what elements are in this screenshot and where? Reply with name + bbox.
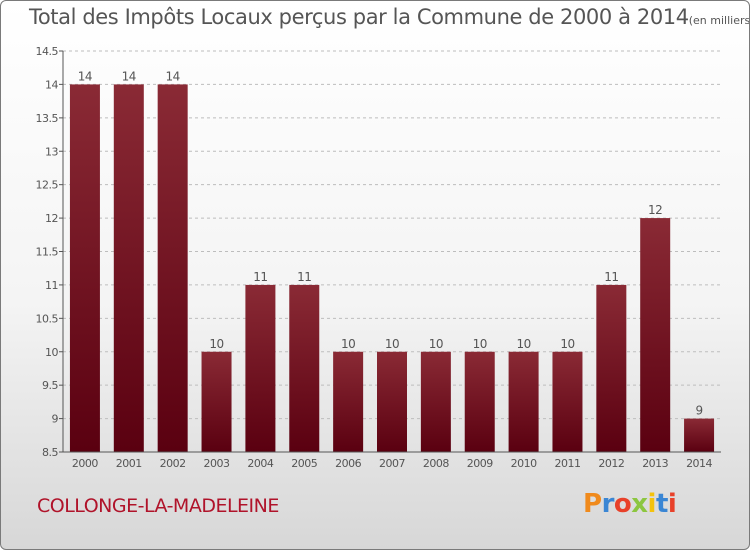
- x-tick-label: 2013: [642, 457, 668, 470]
- bar: [684, 418, 715, 452]
- bar: [596, 284, 627, 452]
- chart-title-row: Total des Impôts Locaux perçus par la Co…: [29, 5, 750, 29]
- bar: [113, 84, 144, 453]
- logo-letter: i: [667, 489, 677, 519]
- commune-name: COLLONGE-LA-MADELEINE: [37, 495, 279, 517]
- x-tick-label: 2010: [511, 457, 537, 470]
- data-label: 9: [695, 404, 702, 418]
- x-tick-label: 2003: [204, 457, 230, 470]
- y-tick-label: 12.5: [36, 179, 59, 192]
- data-label: 11: [297, 270, 311, 284]
- bar: [508, 351, 539, 452]
- x-tick-label: 2014: [686, 457, 712, 470]
- x-tick-label: 2000: [72, 457, 98, 470]
- data-label: 10: [560, 337, 574, 351]
- data-label: 10: [429, 337, 443, 351]
- data-label: 12: [648, 203, 662, 217]
- chart-title: Total des Impôts Locaux perçus par la Co…: [29, 5, 689, 29]
- logo-letter: o: [613, 489, 632, 519]
- bar: [552, 351, 583, 452]
- y-tick-label: 14.5: [36, 45, 59, 58]
- bar: [420, 351, 451, 452]
- x-tick-label: 2004: [247, 457, 273, 470]
- y-tick-label: 13: [45, 145, 58, 158]
- x-tick-label: 2002: [160, 457, 186, 470]
- y-tick-label: 9.5: [42, 379, 58, 392]
- data-label: 14: [122, 69, 136, 83]
- bar: [201, 351, 232, 452]
- data-label: 10: [341, 337, 355, 351]
- x-tick-label: 2011: [554, 457, 580, 470]
- data-label: 11: [604, 270, 618, 284]
- data-label: 10: [516, 337, 530, 351]
- data-label: 11: [253, 270, 267, 284]
- logo-letter: i: [647, 489, 657, 519]
- bar: [640, 218, 671, 452]
- y-tick-label: 14: [45, 78, 58, 91]
- x-tick-label: 2006: [335, 457, 361, 470]
- logo-letter: t: [655, 489, 668, 519]
- y-tick-label: 13.5: [36, 112, 59, 125]
- proxiti-logo: Proxiti: [583, 489, 677, 519]
- y-tick-label: 9: [52, 413, 59, 426]
- x-tick-label: 2012: [598, 457, 624, 470]
- data-label: 14: [78, 69, 92, 83]
- y-tick-label: 11: [45, 279, 58, 292]
- data-label: 14: [166, 69, 180, 83]
- y-tick-label: 11.5: [36, 246, 59, 259]
- logo-letter: x: [631, 489, 648, 519]
- y-tick-label: 8.5: [42, 446, 58, 459]
- y-tick-label: 12: [45, 212, 58, 225]
- bar: [377, 351, 407, 452]
- data-label: 10: [473, 337, 487, 351]
- x-tick-label: 2007: [379, 457, 405, 470]
- x-tick-label: 2005: [291, 457, 317, 470]
- chart-unit: (en milliers d'€): [688, 14, 750, 27]
- bar: [69, 84, 100, 453]
- data-label: 10: [209, 337, 223, 351]
- bar: [157, 84, 188, 453]
- x-tick-label: 2009: [467, 457, 493, 470]
- y-tick-label: 10: [45, 346, 58, 359]
- bar: [464, 351, 495, 452]
- logo-letter: P: [583, 489, 602, 519]
- data-label: 10: [385, 337, 399, 351]
- data-labels: 14 14 14 10 11 11 10 10 10 10 10 10 11 12 9: [78, 69, 703, 417]
- x-tick-label: 2008: [423, 457, 449, 470]
- x-tick-label: 2001: [116, 457, 142, 470]
- bars: [69, 84, 715, 453]
- y-tick-label: 10.5: [36, 312, 59, 325]
- logo-letter: r: [601, 489, 615, 519]
- bar: [245, 284, 276, 452]
- axes: 8.5 9 9.5 10 10.5 11 11.5 12 12.5 13 13.5 14 14.5 200…: [36, 45, 721, 470]
- bar: [289, 284, 320, 452]
- bar: [333, 351, 364, 452]
